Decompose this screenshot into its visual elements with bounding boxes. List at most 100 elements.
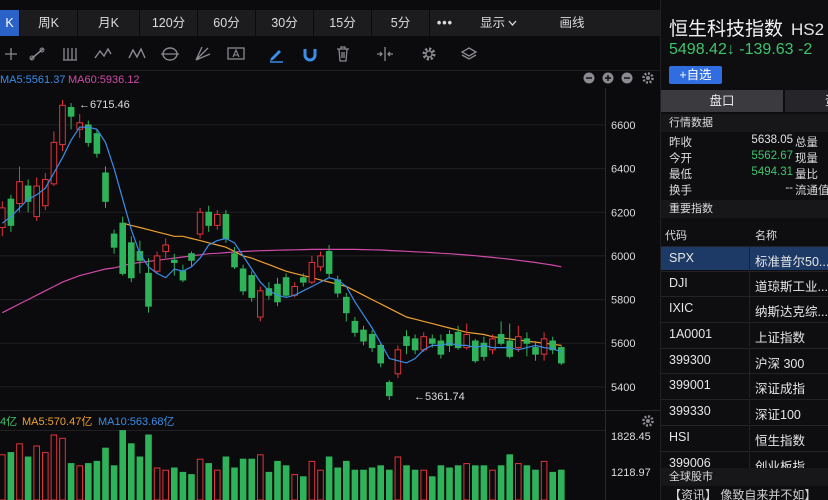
volume-bar	[394, 456, 402, 500]
index-row[interactable]: 399001 深证成指	[661, 373, 828, 398]
candle-body	[420, 336, 427, 351]
quote-key: 最低	[669, 169, 692, 181]
volume-bar	[231, 467, 238, 500]
volume-bar	[317, 469, 324, 500]
candle	[480, 336, 488, 361]
magnet-icon[interactable]	[299, 43, 321, 65]
candle	[549, 336, 557, 355]
candle-body	[437, 340, 445, 355]
quote-value: 5494.31	[751, 166, 793, 178]
tab-day-k[interactable]: K	[0, 10, 20, 36]
candle-body	[317, 255, 324, 268]
volume-bar	[33, 445, 41, 500]
candle-body	[300, 277, 307, 283]
news-ticker[interactable]: 【资讯】 像致自来并不如】	[669, 488, 817, 500]
pen-icon[interactable]	[265, 43, 287, 65]
circle-icon[interactable]	[159, 43, 181, 65]
volume-bar	[222, 456, 230, 500]
index-row[interactable]: HSI 恒生指数	[661, 425, 828, 450]
trend-tools-icon[interactable]	[92, 43, 114, 65]
crosshair-icon[interactable]	[0, 43, 22, 65]
volume-bar	[437, 465, 445, 500]
ma10-line	[122, 222, 562, 346]
more-periods-button[interactable]: •••	[436, 16, 454, 30]
tab-60min[interactable]: 60分	[198, 10, 256, 36]
candle	[446, 330, 453, 352]
volume-bar	[454, 465, 462, 500]
candle	[0, 201, 6, 237]
volume-bar	[506, 454, 513, 500]
text-box-icon[interactable]	[225, 43, 247, 65]
stock-name: 恒生科技指数	[669, 19, 784, 40]
index-row[interactable]: 399330 深证100	[661, 399, 828, 424]
index-name: 深证100	[755, 408, 801, 422]
tab-15min[interactable]: 15分	[314, 10, 372, 36]
volume-bar	[360, 469, 367, 500]
display-menu[interactable]: 显示	[480, 10, 540, 36]
tab-order-book[interactable]: 盘口	[661, 90, 783, 112]
parallel-lines-icon[interactable]	[59, 43, 81, 65]
quote-value: 5638.05	[751, 134, 793, 146]
volume-bar	[549, 471, 557, 500]
candle-body	[205, 211, 212, 226]
minimize-pane-icon[interactable]	[621, 72, 633, 84]
candle-body	[308, 261, 316, 283]
price-change: -139.63	[739, 41, 794, 58]
candle	[248, 271, 255, 302]
candle-body	[188, 253, 195, 261]
candle	[472, 338, 479, 363]
index-code: 399330	[669, 404, 711, 418]
tab-week-k[interactable]: 周K	[20, 10, 78, 36]
candle	[196, 207, 204, 239]
volume-bar	[205, 463, 212, 500]
tab-capital[interactable]: 资	[785, 90, 828, 112]
candle	[343, 293, 350, 322]
trash-icon[interactable]	[332, 43, 354, 65]
split-view-icon[interactable]	[374, 43, 396, 65]
price-tick-label: 5400	[611, 382, 635, 394]
wave-icon[interactable]	[126, 43, 148, 65]
volume-bar	[368, 467, 376, 500]
tab-5min[interactable]: 5分	[372, 10, 430, 36]
index-row[interactable]: 1A0001 上证指数	[661, 322, 828, 347]
section-quote-data: 行情数据	[661, 114, 828, 132]
index-row[interactable]: 399300 沪深 300	[661, 348, 828, 373]
index-row[interactable]: IXIC 纳斯达克综...	[661, 296, 828, 321]
pane-settings-icon[interactable]	[642, 72, 654, 84]
volume-settings-icon[interactable]	[642, 415, 654, 427]
candle-body	[386, 382, 393, 397]
low-annotation: ←5361.74	[414, 391, 465, 403]
price-tick-label: 5800	[611, 295, 635, 307]
add-watchlist-button[interactable]: +自选	[669, 66, 722, 84]
volume-bar	[351, 469, 359, 500]
zoom-out-icon[interactable]	[583, 72, 595, 84]
candle	[136, 240, 144, 274]
quote-key-2: 量比	[795, 169, 818, 181]
draw-line-button[interactable]: 画线	[559, 16, 585, 30]
tab-month-k[interactable]: 月K	[78, 10, 140, 36]
candle-body	[42, 179, 49, 207]
candle-body	[377, 344, 384, 364]
zoom-in-icon[interactable]	[602, 72, 614, 84]
volume-bar	[24, 456, 32, 500]
settings-icon[interactable]	[418, 43, 440, 65]
quote-key: 昨收	[669, 137, 692, 149]
volume-bar	[558, 469, 565, 500]
candle	[7, 194, 15, 232]
candle	[317, 251, 324, 272]
candle-body	[50, 141, 58, 185]
volume-bar	[515, 463, 522, 500]
quote-row: 昨收 5638.05 总量	[669, 134, 828, 150]
index-name: 恒生指数	[755, 434, 806, 448]
layers-icon[interactable]	[458, 43, 480, 65]
index-row[interactable]: DJI 道琼斯工业...	[661, 271, 828, 296]
tab-30min[interactable]: 30分	[256, 10, 314, 36]
index-code: IXIC	[669, 301, 694, 315]
line-tool-icon[interactable]	[26, 43, 48, 65]
index-row[interactable]: SPX 标准普尔50...	[661, 246, 828, 271]
candle-body	[59, 104, 66, 146]
candle	[377, 343, 384, 368]
tab-120min[interactable]: 120分	[140, 10, 198, 36]
kline-chart[interactable]: 6600 6400 6200 6000 5800 5600 5400 MA5:5561.37…	[0, 70, 660, 500]
fork-icon[interactable]	[192, 43, 214, 65]
